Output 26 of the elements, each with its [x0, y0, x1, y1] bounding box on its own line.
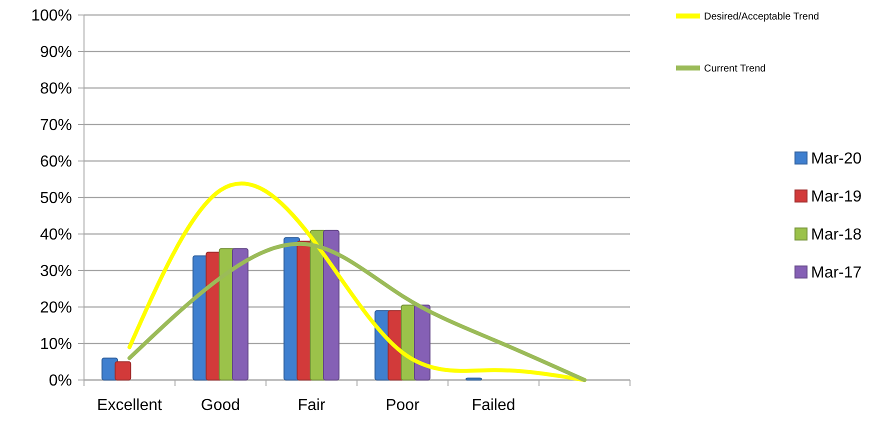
y-tick-label: 100%: [31, 8, 72, 25]
x-tick-label: Good: [200, 397, 240, 414]
legend-label: Mar-20: [811, 150, 862, 168]
x-tick-label: Fair: [298, 397, 326, 414]
y-tick-label: 70%: [40, 117, 72, 134]
legend-label: Mar-19: [811, 188, 862, 206]
legend-label: Mar-17: [811, 264, 862, 282]
x-tick-label: Poor: [386, 397, 420, 414]
y-tick-label: 0%: [48, 372, 72, 390]
x-tick-label: Excellent: [97, 397, 163, 414]
y-tick-label: 80%: [40, 80, 72, 98]
legend-label: Current Trend: [704, 64, 766, 74]
bar: [322, 230, 340, 380]
x-tick-label: Failed: [472, 397, 516, 414]
legend-label: Mar-18: [811, 226, 862, 244]
y-tick-label: 10%: [40, 336, 72, 354]
y-tick-label: 60%: [40, 154, 72, 171]
bar: [114, 361, 132, 380]
y-tick-label: 50%: [40, 190, 72, 208]
bar: [232, 248, 248, 380]
y-tick-label: 40%: [40, 226, 72, 244]
line-series: [128, 242, 586, 382]
y-tick-label: 90%: [40, 44, 72, 62]
y-tick-label: 30%: [40, 263, 72, 280]
legend-label: Desired/Acceptable Trend: [704, 12, 820, 22]
y-tick-label: 20%: [40, 300, 72, 317]
